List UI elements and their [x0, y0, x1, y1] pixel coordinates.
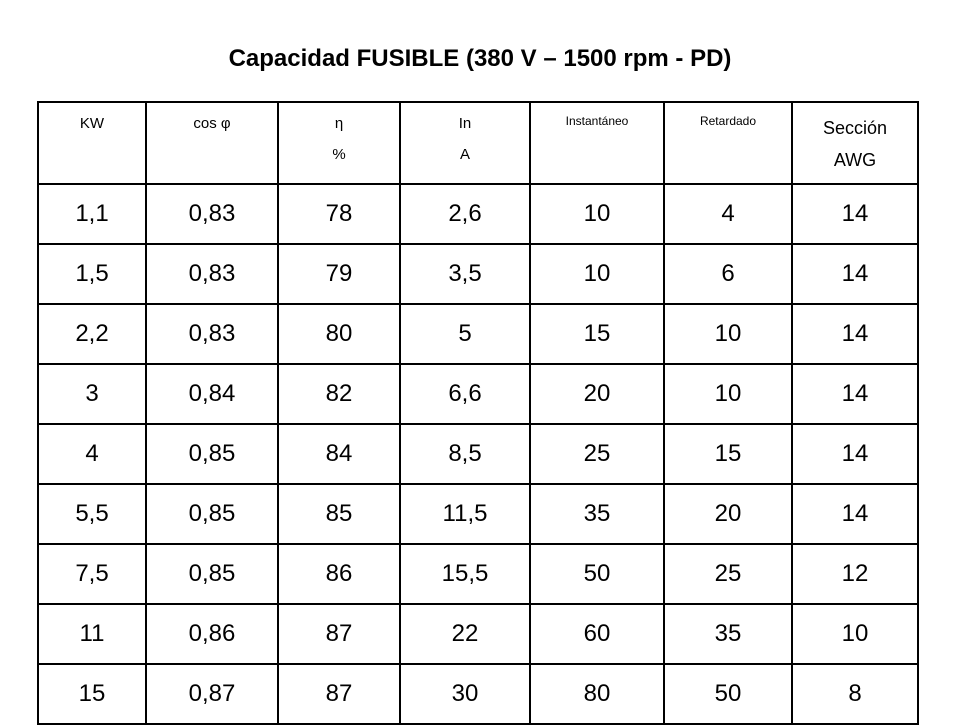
header-instantaneo: Instantáneo — [529, 101, 665, 185]
table-row: 4 0,85 84 8,5 25 15 14 — [37, 423, 919, 485]
table-row: 3 0,84 82 6,6 20 10 14 — [37, 363, 919, 425]
cell-efficiency: 86 — [277, 543, 401, 605]
cell-kw: 4 — [37, 423, 147, 485]
cell-cos-phi: 0,85 — [145, 543, 279, 605]
cell-current: 5 — [399, 303, 531, 365]
cell-efficiency: 87 — [277, 663, 401, 725]
cell-cos-phi: 0,86 — [145, 603, 279, 665]
header-label: A — [459, 146, 470, 163]
cell-retardado: 10 — [663, 303, 793, 365]
table-row: 1,1 0,83 78 2,6 10 4 14 — [37, 183, 919, 245]
cell-seccion: 14 — [791, 363, 919, 425]
header-label: KW — [79, 115, 105, 132]
cell-current: 6,6 — [399, 363, 531, 425]
cell-instantaneo: 60 — [529, 603, 665, 665]
cell-current: 22 — [399, 603, 531, 665]
header-efficiency: η% — [277, 101, 401, 185]
cell-current: 8,5 — [399, 423, 531, 485]
cell-kw: 11 — [37, 603, 147, 665]
cell-instantaneo: 10 — [529, 243, 665, 305]
cell-retardado: 6 — [663, 243, 793, 305]
cell-cos-phi: 0,85 — [145, 483, 279, 545]
cell-instantaneo: 20 — [529, 363, 665, 425]
fuse-capacity-table: KW cos φ η% In A Instantáneo Retardado Sección A… — [37, 101, 919, 725]
table-row: 1,5 0,83 79 3,5 10 6 14 — [37, 243, 919, 305]
cell-kw: 15 — [37, 663, 147, 725]
cell-retardado: 15 — [663, 423, 793, 485]
page-title: Capacidad FUSIBLE (380 V – 1500 rpm - PD… — [228, 45, 732, 72]
cell-seccion: 14 — [791, 243, 919, 305]
cell-cos-phi: 0,87 — [145, 663, 279, 725]
cell-efficiency: 87 — [277, 603, 401, 665]
cell-retardado: 50 — [663, 663, 793, 725]
cell-current: 11,5 — [399, 483, 531, 545]
cell-retardado: 35 — [663, 603, 793, 665]
cell-seccion: 14 — [791, 303, 919, 365]
header-label: In — [458, 115, 472, 132]
cell-kw: 5,5 — [37, 483, 147, 545]
cell-current: 2,6 — [399, 183, 531, 245]
cell-efficiency: 80 — [277, 303, 401, 365]
cell-instantaneo: 50 — [529, 543, 665, 605]
cell-cos-phi: 0,83 — [145, 183, 279, 245]
header-label: % — [332, 146, 346, 163]
cell-efficiency: 84 — [277, 423, 401, 485]
cell-current: 30 — [399, 663, 531, 725]
table-row: 2,2 0,83 80 5 15 10 14 — [37, 303, 919, 365]
table-row: 15 0,87 87 30 80 50 8 — [37, 663, 919, 725]
header-label: AWG — [833, 150, 877, 170]
cell-cos-phi: 0,84 — [145, 363, 279, 425]
cell-efficiency: 82 — [277, 363, 401, 425]
cell-retardado: 25 — [663, 543, 793, 605]
cell-efficiency: 78 — [277, 183, 401, 245]
header-retardado: Retardado — [663, 101, 793, 185]
cell-retardado: 10 — [663, 363, 793, 425]
cell-kw: 7,5 — [37, 543, 147, 605]
cell-retardado: 4 — [663, 183, 793, 245]
cell-instantaneo: 80 — [529, 663, 665, 725]
header-label: Retardado — [699, 114, 757, 128]
cell-efficiency: 85 — [277, 483, 401, 545]
cell-kw: 2,2 — [37, 303, 147, 365]
cell-seccion: 10 — [791, 603, 919, 665]
cell-seccion: 14 — [791, 483, 919, 545]
header-label: η — [334, 115, 344, 132]
header-cos-phi: cos φ — [145, 101, 279, 185]
table-row: 7,5 0,85 86 15,5 50 25 12 — [37, 543, 919, 605]
header-label: Instantáneo — [565, 114, 629, 128]
cell-instantaneo: 25 — [529, 423, 665, 485]
cell-current: 3,5 — [399, 243, 531, 305]
header-kw: KW — [37, 101, 147, 185]
cell-current: 15,5 — [399, 543, 531, 605]
header-current: In A — [399, 101, 531, 185]
cell-kw: 1,1 — [37, 183, 147, 245]
cell-cos-phi: 0,85 — [145, 423, 279, 485]
header-seccion: Sección AWG — [791, 101, 919, 185]
cell-seccion: 14 — [791, 183, 919, 245]
cell-retardado: 20 — [663, 483, 793, 545]
cell-instantaneo: 35 — [529, 483, 665, 545]
cell-kw: 3 — [37, 363, 147, 425]
cell-seccion: 14 — [791, 423, 919, 485]
table-header-row: KW cos φ η% In A Instantáneo Retardado Sección A… — [37, 101, 919, 185]
cell-cos-phi: 0,83 — [145, 303, 279, 365]
header-label: Sección — [822, 118, 888, 138]
table-row: 11 0,86 87 22 60 35 10 — [37, 603, 919, 665]
cell-instantaneo: 15 — [529, 303, 665, 365]
cell-seccion: 12 — [791, 543, 919, 605]
cell-instantaneo: 10 — [529, 183, 665, 245]
cell-efficiency: 79 — [277, 243, 401, 305]
cell-seccion: 8 — [791, 663, 919, 725]
table-row: 5,5 0,85 85 11,5 35 20 14 — [37, 483, 919, 545]
header-label: cos φ — [193, 115, 231, 132]
cell-kw: 1,5 — [37, 243, 147, 305]
cell-cos-phi: 0,83 — [145, 243, 279, 305]
